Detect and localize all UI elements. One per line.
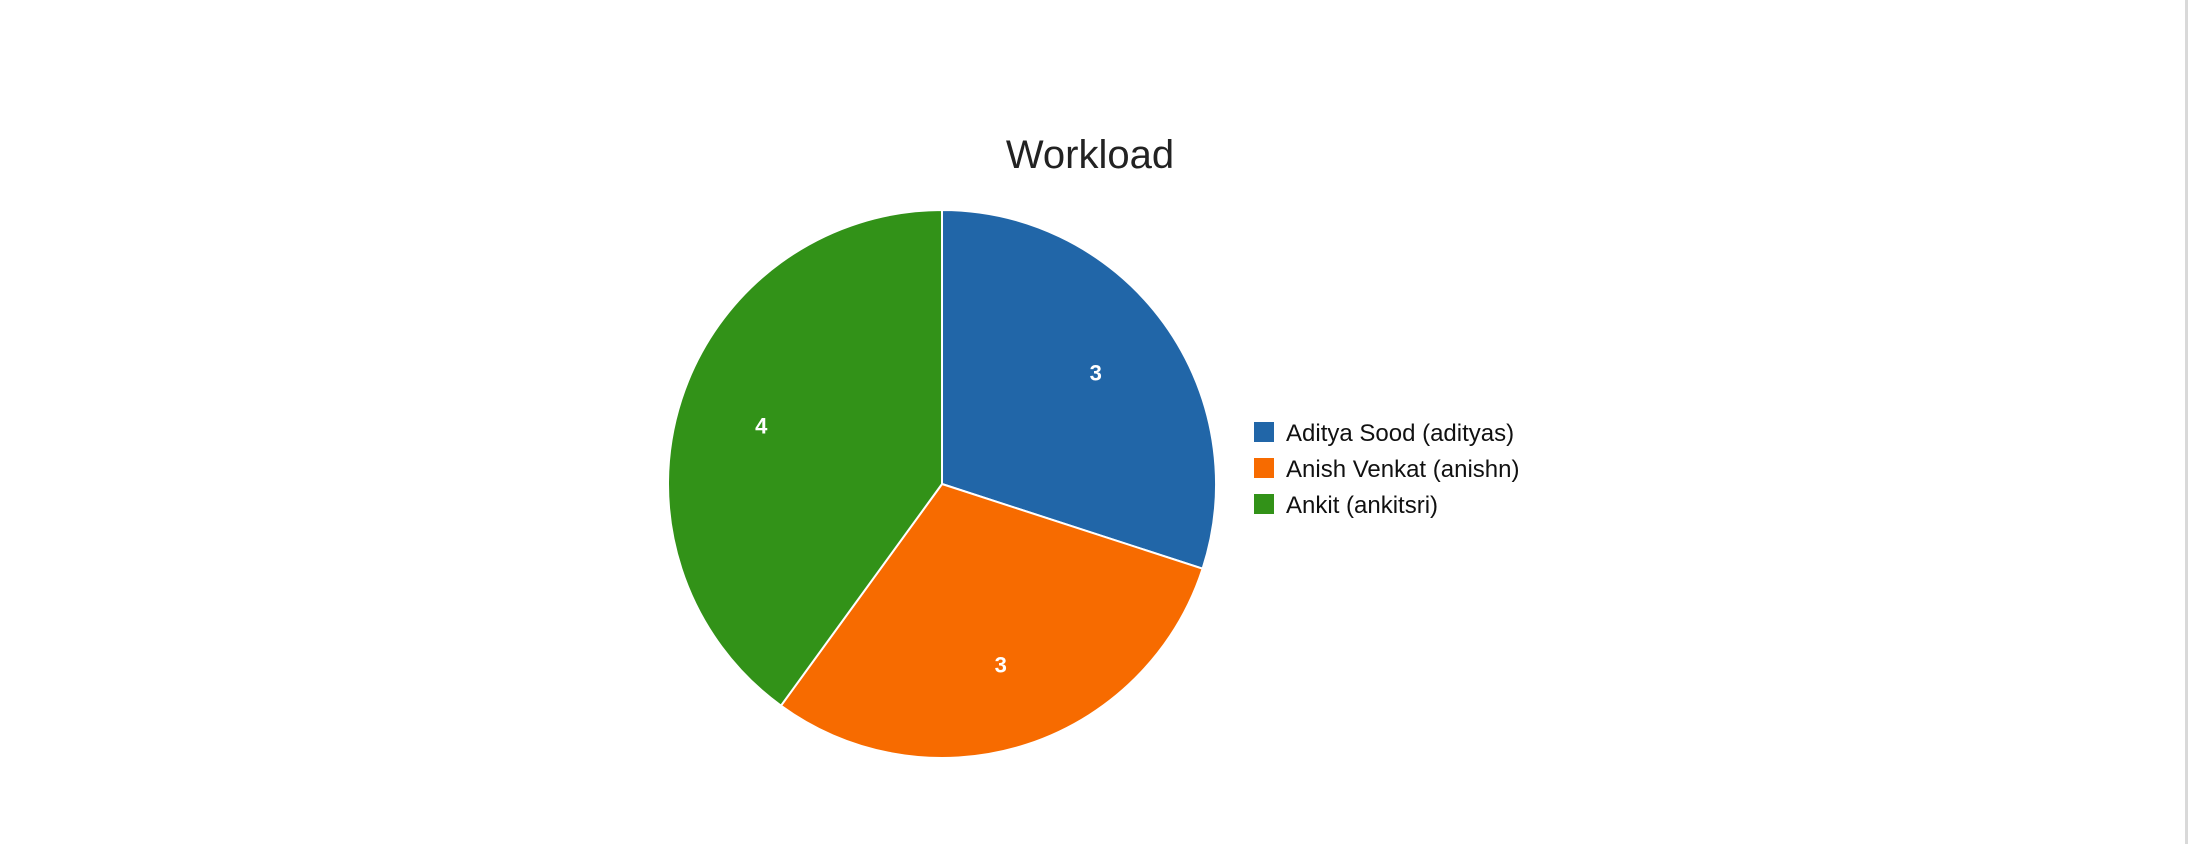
legend-label: Aditya Sood (adityas) xyxy=(1286,420,1514,447)
legend-label: Anish Venkat (anishn) xyxy=(1286,456,1519,483)
chart-title: Workload xyxy=(1006,133,1174,177)
legend-swatch xyxy=(1254,422,1274,442)
pie-slices xyxy=(667,208,1217,759)
page-right-border xyxy=(2185,0,2188,844)
pie-slice[interactable] xyxy=(779,482,1204,759)
legend-swatch xyxy=(1254,458,1274,478)
slice-data-label: 4 xyxy=(755,413,768,438)
legend-label: Ankit (ankitsri) xyxy=(1286,492,1438,519)
legend-item[interactable]: Aditya Sood (adityas) xyxy=(1254,420,1514,447)
legend: Aditya Sood (adityas) Anish Venkat (anish… xyxy=(1254,420,1519,519)
legend-item[interactable]: Ankit (ankitsri) xyxy=(1254,492,1438,519)
slice-data-label: 3 xyxy=(1090,360,1102,385)
slice-data-label: 3 xyxy=(995,653,1007,678)
pie-slice[interactable] xyxy=(941,208,1217,570)
pie-data-labels: 3 3 4 xyxy=(755,360,1102,677)
legend-item[interactable]: Anish Venkat (anishn) xyxy=(1254,456,1519,483)
legend-swatch xyxy=(1254,494,1274,514)
pie-slice[interactable] xyxy=(667,208,943,708)
